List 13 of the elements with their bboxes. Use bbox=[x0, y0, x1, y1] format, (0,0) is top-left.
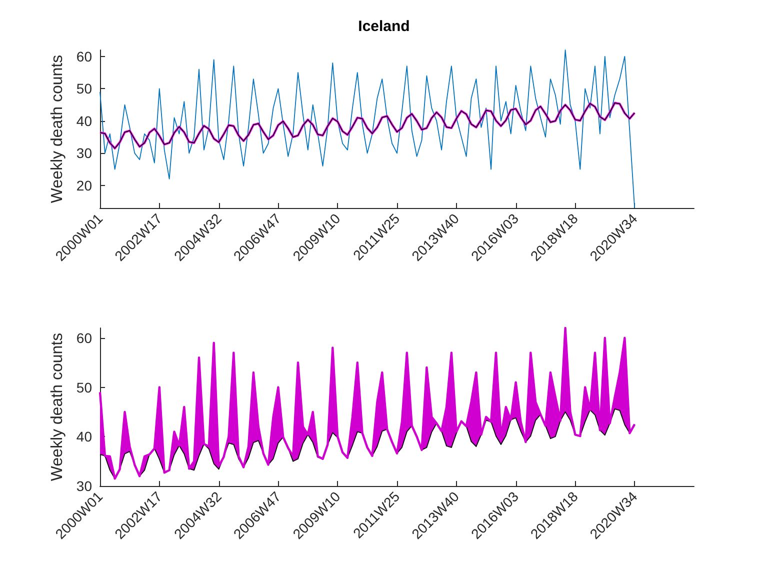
y-tick-label: 40 bbox=[76, 428, 92, 445]
y-axis-title: Weekly death counts bbox=[49, 54, 66, 204]
chart-title: Iceland bbox=[358, 18, 410, 35]
y-tick-label: 60 bbox=[76, 48, 92, 64]
y-tick-label: 50 bbox=[76, 80, 92, 97]
y-tick-label: 30 bbox=[76, 145, 92, 162]
y-tick-label: 60 bbox=[76, 330, 92, 346]
y-tick-label: 40 bbox=[76, 112, 92, 129]
y-axis-title: Weekly death counts bbox=[49, 332, 66, 482]
y-tick-label: 20 bbox=[76, 177, 92, 194]
line-series bbox=[100, 50, 636, 208]
y-tick-label: 50 bbox=[76, 379, 92, 396]
y-tick-label: 30 bbox=[76, 478, 92, 494]
